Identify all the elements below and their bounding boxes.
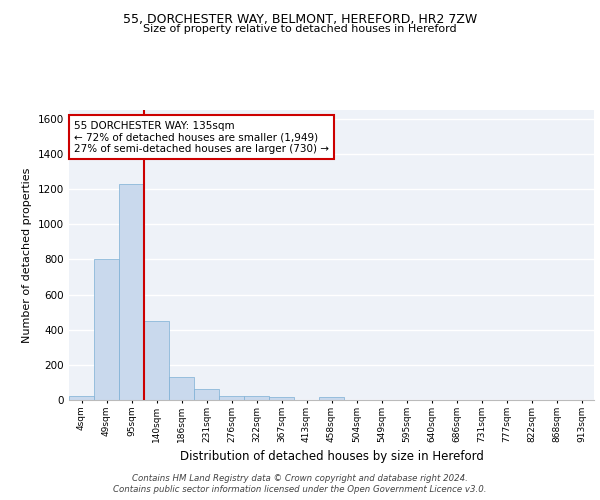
Text: Size of property relative to detached houses in Hereford: Size of property relative to detached ho… — [143, 24, 457, 34]
Bar — [169, 377, 194, 400]
Bar — [144, 321, 169, 400]
X-axis label: Distribution of detached houses by size in Hereford: Distribution of detached houses by size … — [179, 450, 484, 464]
Text: Contains HM Land Registry data © Crown copyright and database right 2024.
Contai: Contains HM Land Registry data © Crown c… — [113, 474, 487, 494]
Bar — [319, 398, 344, 400]
Bar — [69, 396, 94, 400]
Y-axis label: Number of detached properties: Number of detached properties — [22, 168, 32, 342]
Bar — [119, 184, 144, 400]
Bar — [194, 390, 219, 400]
Bar — [244, 396, 269, 400]
Text: 55 DORCHESTER WAY: 135sqm
← 72% of detached houses are smaller (1,949)
27% of se: 55 DORCHESTER WAY: 135sqm ← 72% of detac… — [74, 120, 329, 154]
Bar — [219, 396, 244, 400]
Bar — [94, 260, 119, 400]
Text: 55, DORCHESTER WAY, BELMONT, HEREFORD, HR2 7ZW: 55, DORCHESTER WAY, BELMONT, HEREFORD, H… — [123, 12, 477, 26]
Bar — [269, 398, 294, 400]
